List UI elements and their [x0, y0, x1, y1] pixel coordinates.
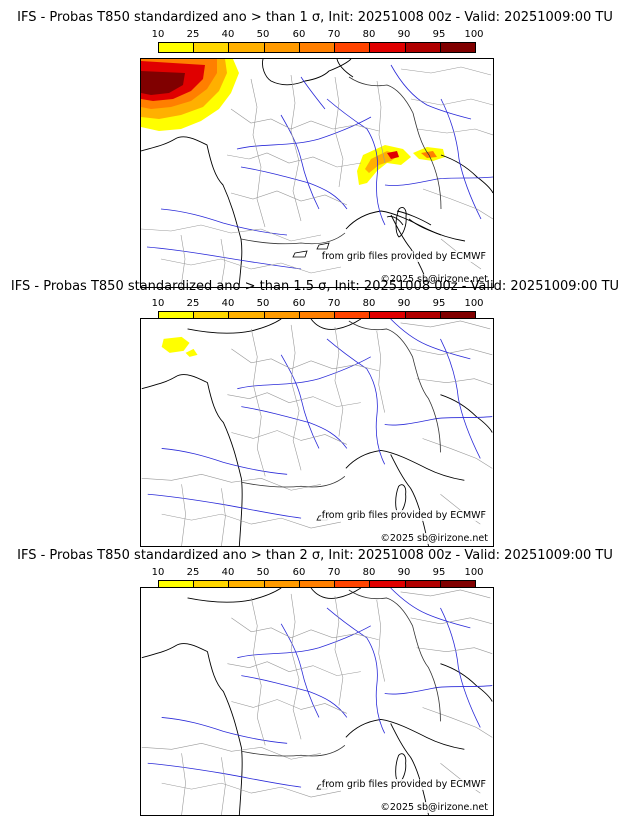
copyright-credit: ©2025 sb@irizone.net	[379, 533, 489, 544]
scale-swatch	[159, 581, 194, 590]
color-scale-labels: 10 25 40 50 60 70 80 90 95 100	[152, 29, 484, 41]
map-graphic	[141, 319, 493, 546]
national-borders	[241, 589, 441, 757]
scale-label: 10	[151, 298, 165, 309]
national-borders	[241, 320, 441, 488]
scale-label: 90	[397, 29, 411, 40]
scale-label: 25	[186, 567, 200, 578]
scale-swatch	[228, 43, 264, 52]
scale-label: 60	[292, 567, 306, 578]
corsica-island	[395, 753, 407, 784]
color-scale-bar	[158, 42, 476, 53]
source-credit: from grib files provided by ECMWF	[320, 251, 487, 262]
coastline	[141, 588, 493, 815]
scale-label: 40	[221, 567, 235, 578]
color-scale-labels: 10 25 40 50 60 70 80 90 95 100	[152, 298, 484, 310]
probability-area	[161, 336, 190, 353]
panel-title: IFS - Probas T850 standardized ano > tha…	[17, 548, 613, 563]
scale-label: 80	[362, 29, 376, 40]
scale-label: 80	[362, 298, 376, 309]
scale-label: 100	[464, 298, 484, 309]
probability-map: from grib files provided by ECMWF ©2025 …	[140, 587, 494, 816]
scale-label: 70	[327, 567, 341, 578]
scale-label: 60	[292, 29, 306, 40]
panel-title: IFS - Probas T850 standardized ano > tha…	[10, 279, 620, 294]
scale-label: 50	[256, 29, 270, 40]
scale-label: 60	[292, 298, 306, 309]
scale-label: 40	[221, 298, 235, 309]
map-graphic	[141, 59, 493, 287]
corsica-island	[395, 484, 407, 515]
rivers	[147, 588, 493, 788]
probability-map: from grib files provided by ECMWF ©2025 …	[140, 58, 494, 288]
scale-label: 90	[397, 298, 411, 309]
scale-label: 25	[186, 298, 200, 309]
scale-label: 70	[327, 298, 341, 309]
probability-map: from grib files provided by ECMWF ©2025 …	[140, 318, 494, 547]
balearic-island	[316, 242, 330, 250]
scale-label: 95	[432, 29, 446, 40]
scale-swatch	[369, 581, 405, 590]
scale-label: 40	[221, 29, 235, 40]
coastline	[141, 319, 493, 546]
scale-swatch	[439, 312, 475, 321]
probability-area	[387, 151, 399, 159]
probability-area	[141, 71, 185, 95]
source-credit: from grib files provided by ECMWF	[320, 510, 487, 521]
scale-swatch	[193, 43, 229, 52]
scale-swatch	[193, 312, 229, 321]
scale-swatch	[298, 581, 335, 590]
scale-label: 10	[151, 567, 165, 578]
scale-swatch	[228, 312, 264, 321]
rivers	[147, 319, 493, 519]
admin-borders	[141, 66, 493, 287]
scale-label: 50	[256, 298, 270, 309]
admin-borders	[141, 320, 493, 546]
scale-swatch	[334, 312, 370, 321]
scale-swatch	[228, 581, 264, 590]
source-credit: from grib files provided by ECMWF	[320, 779, 487, 790]
scale-swatch	[298, 43, 335, 52]
scale-label: 80	[362, 567, 376, 578]
scale-swatch	[263, 43, 299, 52]
scale-label: 100	[464, 29, 484, 40]
scale-label: 95	[432, 567, 446, 578]
scale-swatch	[369, 312, 405, 321]
scale-swatch	[439, 581, 475, 590]
rivers	[146, 64, 493, 270]
scale-swatch	[298, 312, 335, 321]
color-scale-labels: 10 25 40 50 60 70 80 90 95 100	[152, 567, 484, 579]
scale-swatch	[159, 312, 194, 321]
scale-swatch	[439, 43, 475, 52]
scale-swatch	[263, 581, 299, 590]
scale-label: 95	[432, 298, 446, 309]
scale-swatch	[369, 43, 405, 52]
scale-swatch	[193, 581, 229, 590]
probability-area	[185, 348, 198, 357]
panel-title: IFS - Probas T850 standardized ano > tha…	[17, 10, 613, 25]
scale-swatch	[334, 581, 370, 590]
scale-swatch	[404, 581, 440, 590]
scale-swatch	[334, 43, 370, 52]
corsica-island	[395, 206, 407, 238]
scale-label: 25	[186, 29, 200, 40]
scale-swatch	[263, 312, 299, 321]
scale-label: 10	[151, 29, 165, 40]
balearic-island	[292, 250, 308, 258]
copyright-credit: ©2025 sb@irizone.net	[379, 274, 489, 285]
scale-swatch	[159, 43, 194, 52]
scale-label: 100	[464, 567, 484, 578]
scale-swatch	[404, 312, 440, 321]
scale-label: 70	[327, 29, 341, 40]
scale-label: 90	[397, 567, 411, 578]
scale-label: 50	[256, 567, 270, 578]
probability-area	[357, 145, 411, 185]
copyright-credit: ©2025 sb@irizone.net	[379, 802, 489, 813]
scale-swatch	[404, 43, 440, 52]
national-borders	[240, 76, 442, 245]
